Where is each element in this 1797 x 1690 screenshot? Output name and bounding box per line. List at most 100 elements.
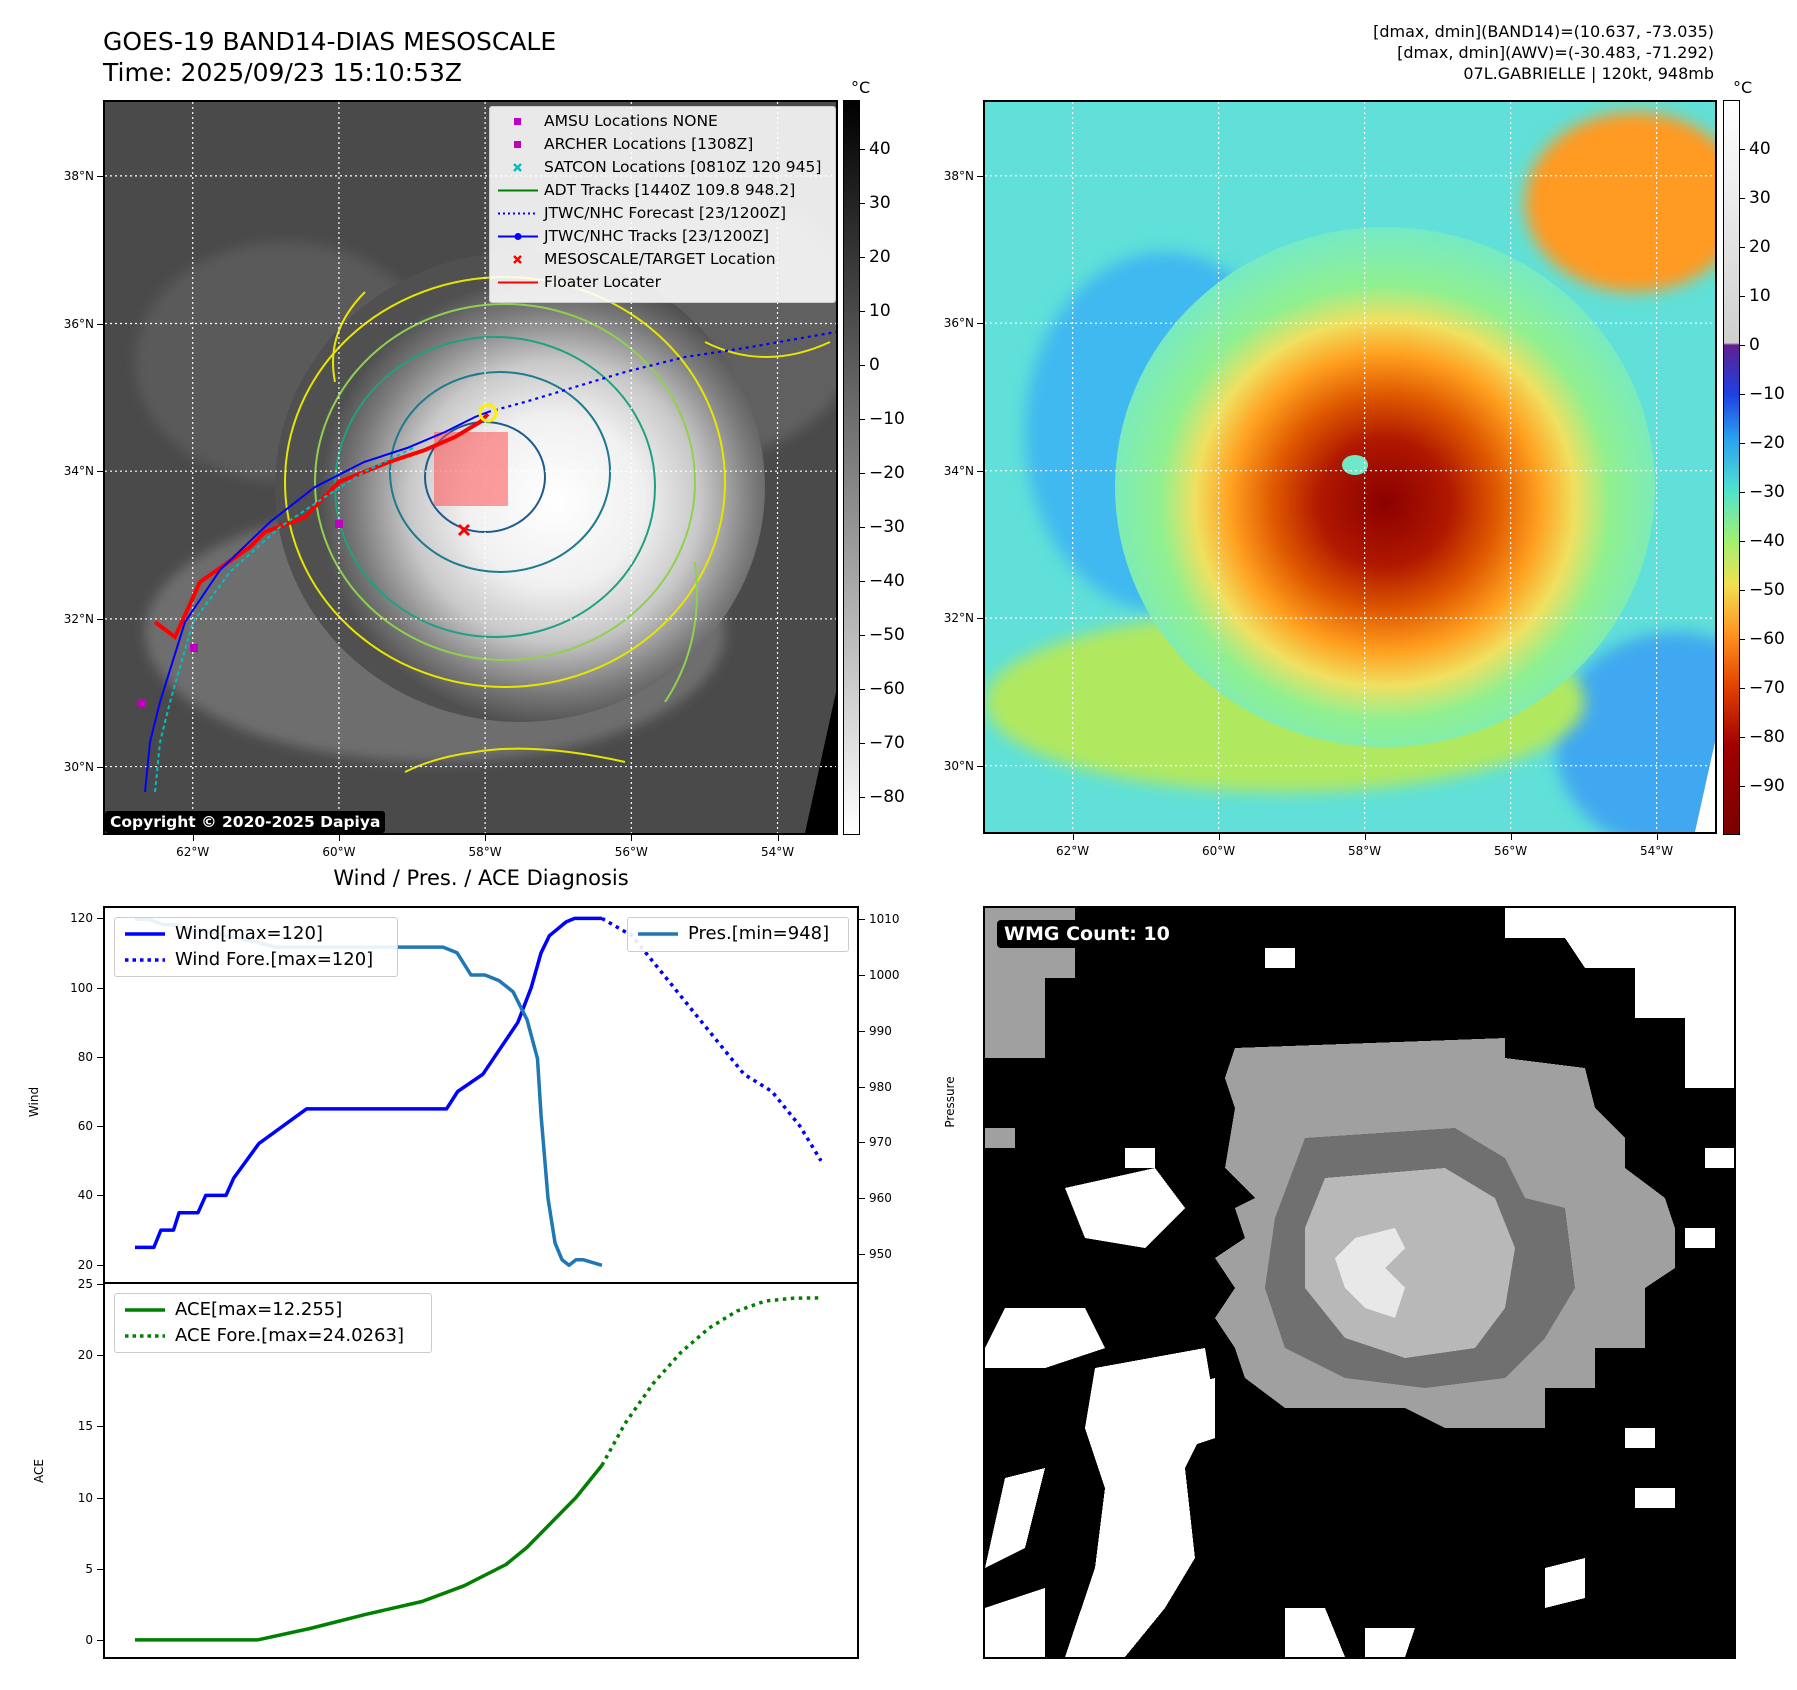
wmg-eye — [1335, 1228, 1405, 1318]
colorbar-tick-mark — [1740, 149, 1745, 150]
lon-tick-mark — [631, 835, 633, 841]
ace-axis-label: ACE — [32, 1459, 46, 1483]
lon-tick-mark — [1656, 834, 1658, 840]
lat-tick-mark — [977, 470, 983, 472]
pressure-tick-label: 970 — [869, 1135, 892, 1150]
colorbar-tick-mark — [860, 689, 865, 691]
colorbar-tick-mark — [860, 472, 865, 474]
lat-tick-label: 38°N — [63, 168, 94, 183]
lat-tick-mark — [977, 323, 983, 325]
wmg-light-core — [1305, 1168, 1515, 1358]
colorbar-tick-mark — [1740, 394, 1745, 395]
rainbow-grid — [985, 102, 1715, 832]
legend-label: JTWC/NHC Tracks [23/1200Z] — [544, 227, 770, 245]
info-block: [dmax, dmin](BAND14)=(10.637, -73.035) [d… — [1373, 21, 1714, 84]
pressure-axis-label: Pressure — [943, 1076, 957, 1128]
lat-tick-label: 30°N — [63, 759, 94, 774]
colorbar-tick-label: 40 — [869, 138, 891, 159]
colorbar-tick-label: −20 — [869, 462, 905, 483]
legend-label: SATCON Locations [0810Z 120 945] — [544, 158, 822, 176]
rainbow-hurricane — [1115, 227, 1655, 747]
legend-item-satcon: SATCON Locations [0810Z 120 945] — [490, 156, 835, 179]
ace-legend: ACE[max=12.255] ACE Fore.[max=24.0263] — [114, 1293, 432, 1353]
colorbar-tick-mark — [860, 580, 865, 582]
diagnosis-title: Wind / Pres. / ACE Diagnosis — [333, 866, 629, 890]
pressure-tick-label: 1000 — [869, 967, 900, 982]
dotted-line-icon — [496, 202, 540, 225]
pressure-tick-mark — [859, 1086, 865, 1088]
colorbar-tick-mark — [1740, 345, 1745, 346]
ace-tick-mark — [97, 1284, 103, 1285]
lon-tick-mark — [338, 835, 340, 841]
line-icon — [121, 1297, 169, 1323]
wind-legend: Wind[max=120] Wind Fore.[max=120] — [114, 917, 398, 977]
colorbar-tick-mark — [1740, 737, 1745, 738]
colorbar-tick-label: −20 — [1749, 433, 1785, 453]
wind-tick-label: 40 — [77, 1188, 93, 1203]
dotted-line-icon — [121, 947, 169, 973]
lon-tick-mark — [1218, 834, 1220, 840]
archer-marker — [190, 644, 198, 652]
wind-axis-label: Wind — [27, 1086, 41, 1118]
legend-label: MESOSCALE/TARGET Location — [544, 250, 776, 268]
wmg-count-badge: WMG Count: 10 — [997, 920, 1177, 948]
ace-tick-label: 0 — [85, 1632, 93, 1647]
legend-item-pressure: Pres.[min=948] — [628, 921, 848, 947]
ace-tick-mark — [97, 1355, 103, 1357]
nhc-track — [144, 411, 489, 793]
colorbar-tick-label: −90 — [1749, 776, 1785, 796]
lat-tick-mark — [97, 175, 103, 177]
lon-tick-label: 62°W — [176, 845, 210, 859]
lat-tick-label: 34°N — [943, 463, 974, 478]
eye-marker — [478, 403, 498, 423]
lat-tick-mark — [97, 618, 103, 620]
chart-title: GOES-19 BAND14-DIAS MESOSCALE — [103, 27, 557, 56]
colorbar-tick-mark — [860, 418, 865, 420]
wind-tick-label: 100 — [70, 980, 93, 995]
pressure-tick-label: 950 — [869, 1247, 892, 1262]
x-marker-icon — [496, 156, 540, 179]
line-icon — [121, 921, 169, 947]
legend-item-target: MESOSCALE/TARGET Location — [490, 248, 835, 271]
wind-tick-mark — [97, 1126, 103, 1128]
colorbar-tick-label: −70 — [1749, 678, 1785, 698]
ace-tick-label: 15 — [77, 1419, 93, 1434]
lat-tick-mark — [977, 765, 983, 767]
lat-tick-mark — [97, 323, 103, 325]
lon-tick-label: 62°W — [1056, 844, 1090, 858]
legend-label: AMSU Locations NONE — [544, 112, 718, 130]
legend-label: Pres.[min=948] — [688, 923, 830, 944]
legend-item-forecast: JTWC/NHC Forecast [23/1200Z] — [490, 202, 835, 225]
ace-tick-mark — [97, 1426, 103, 1428]
ace-tick-label: 20 — [77, 1348, 93, 1363]
legend-item-tracks: JTWC/NHC Tracks [23/1200Z] — [490, 225, 835, 248]
lat-tick-mark — [97, 471, 103, 473]
ir-nodata-corner — [805, 692, 836, 833]
lat-tick-mark — [97, 766, 103, 768]
floater-box — [434, 432, 508, 506]
colorbar-tick-mark — [860, 797, 865, 799]
colorbar-tick-mark — [860, 256, 865, 258]
ir-colorbar-unit: °C — [851, 78, 871, 97]
legend-item-ace: ACE[max=12.255] — [115, 1297, 431, 1323]
wmg-white-areas — [985, 908, 1734, 1657]
satcon-track — [154, 446, 416, 793]
legend-label: ACE Fore.[max=24.0263] — [175, 1325, 404, 1346]
series-ace-fore-max-24-0263 — [600, 1296, 822, 1467]
lon-tick-label: 56°W — [614, 845, 648, 859]
lat-tick-label: 30°N — [943, 758, 974, 773]
wind-tick-label: 80 — [77, 1049, 93, 1064]
lon-tick-mark — [192, 835, 194, 841]
legend-item-floater: Floater Locater — [490, 271, 835, 294]
colorbar-tick-label: −40 — [1749, 531, 1785, 551]
lat-tick-label: 32°N — [943, 611, 974, 626]
colorbar-tick-label: −80 — [869, 787, 905, 808]
colorbar-tick-label: 0 — [869, 354, 880, 375]
wmg-svg — [985, 908, 1734, 1657]
colorbar-tick-label: −10 — [1749, 384, 1785, 404]
lat-tick-label: 36°N — [63, 316, 94, 331]
lon-tick-label: 58°W — [468, 845, 502, 859]
copyright-badge: Copyright © 2020-2025 Dapiya — [105, 811, 386, 833]
lon-tick-label: 56°W — [1494, 844, 1528, 858]
colorbar-tick-label: 0 — [1749, 335, 1760, 355]
